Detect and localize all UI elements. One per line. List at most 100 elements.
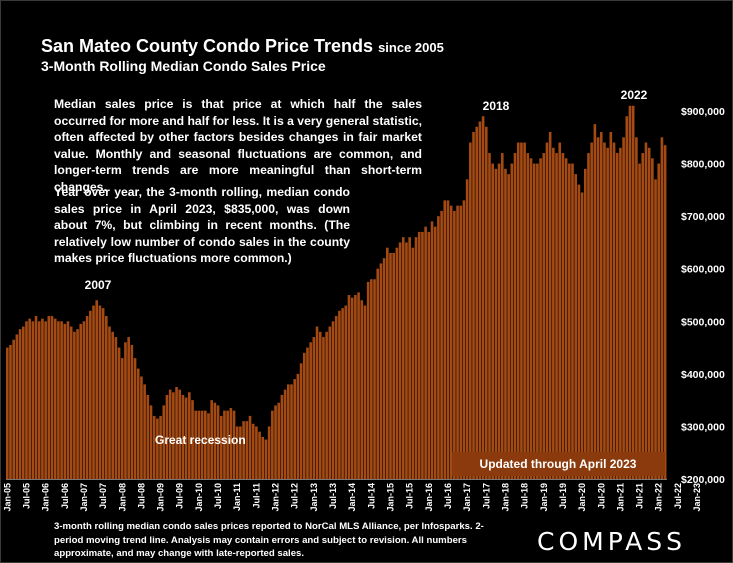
bar: [577, 184, 581, 479]
bar: [615, 153, 619, 479]
updated-box: [452, 452, 665, 476]
bar: [47, 316, 51, 479]
bar: [101, 308, 105, 479]
bar: [456, 205, 459, 479]
bar: [325, 331, 328, 479]
bar: [424, 226, 427, 479]
y-tick-label: $300,000: [681, 421, 725, 433]
bar: [280, 394, 284, 479]
x-tick-label: Jan-09: [156, 483, 166, 512]
y-tick-label: $400,000: [681, 369, 725, 381]
bar: [172, 392, 175, 479]
updated-label: Updated through April 2023: [480, 457, 637, 471]
bar: [619, 147, 622, 480]
bar: [411, 247, 415, 479]
bar: [500, 153, 504, 479]
bar: [593, 124, 597, 479]
bar: [34, 316, 38, 479]
bar: [449, 205, 453, 479]
bar: [194, 410, 198, 479]
bar: [53, 318, 57, 479]
bar: [95, 300, 99, 479]
bar: [98, 305, 102, 479]
bar: [136, 368, 140, 479]
bar: [25, 321, 28, 479]
bar: [542, 153, 546, 479]
bar: [41, 318, 44, 479]
bar: [631, 105, 635, 480]
bar: [50, 316, 54, 479]
bar: [18, 329, 22, 479]
bar: [513, 153, 517, 479]
bar: [82, 321, 86, 479]
bar: [443, 200, 447, 479]
bar: [536, 163, 539, 479]
bar: [203, 410, 207, 479]
bar: [389, 252, 392, 479]
x-tick-label: Jul-10: [213, 483, 223, 509]
bar: [564, 158, 568, 479]
bar: [520, 142, 523, 480]
bar: [558, 142, 562, 480]
x-tick-label: Jul-11: [251, 483, 261, 509]
bar: [516, 142, 520, 480]
bar: [21, 326, 25, 479]
bar: [258, 431, 261, 479]
x-tick-label: Jul-22: [673, 483, 683, 509]
bar: [9, 344, 12, 479]
bar: [12, 339, 16, 479]
bar: [561, 153, 565, 479]
bar: [120, 358, 124, 479]
bar: [162, 405, 166, 479]
bar: [76, 329, 79, 479]
bar: [398, 242, 402, 479]
bar: [57, 321, 60, 479]
bar: [63, 323, 67, 479]
bar: [484, 126, 488, 480]
bar: [271, 410, 274, 479]
bar: [302, 352, 306, 479]
bar: [299, 363, 303, 479]
explanation-paragraph-2: Year over year, the 3-month rolling, med…: [54, 185, 350, 265]
y-tick-label: $900,000: [681, 106, 725, 118]
x-tick-label: Jul-15: [405, 483, 415, 509]
bar: [552, 147, 555, 480]
bar: [532, 163, 536, 479]
bar: [219, 415, 223, 479]
bar: [175, 387, 178, 479]
bar: [405, 242, 408, 479]
x-tick-label: Jul-19: [558, 483, 568, 509]
x-tick-label: Jan-12: [271, 483, 281, 512]
bars-group: [6, 105, 667, 480]
bar: [188, 392, 191, 479]
bar: [603, 142, 606, 480]
bar: [255, 426, 258, 479]
bar: [596, 137, 600, 480]
y-tick-label: $700,000: [681, 211, 725, 223]
bar: [440, 210, 443, 479]
bar: [555, 153, 558, 479]
bar: [156, 418, 159, 479]
bar: [322, 337, 325, 479]
bar: [318, 331, 322, 479]
bar: [341, 308, 344, 479]
bar: [184, 397, 188, 479]
bar: [104, 316, 108, 479]
bar: [274, 405, 277, 479]
y-tick-label: $500,000: [681, 316, 725, 328]
bar: [430, 221, 434, 479]
bar: [453, 210, 456, 479]
bar: [379, 263, 383, 479]
page-subtitle: 3-Month Rolling Median Condo Sales Price: [41, 58, 326, 74]
bar: [382, 258, 386, 479]
bar: [111, 331, 114, 479]
bar: [287, 384, 290, 479]
bar: [117, 347, 121, 479]
x-tick-label: Jul-20: [596, 483, 606, 509]
bar: [373, 279, 376, 479]
bar: [31, 321, 35, 479]
bar: [73, 331, 76, 479]
x-tick-label: Jan-18: [501, 483, 511, 512]
bar: [283, 389, 287, 479]
page-title: San Mateo County Condo Price Trends sinc…: [41, 36, 444, 57]
